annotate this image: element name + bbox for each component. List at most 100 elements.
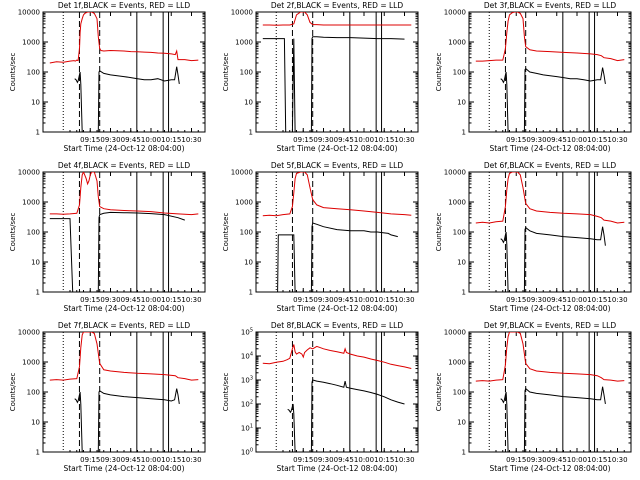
y-tick-label: 1 [36, 449, 40, 457]
y-tick-label: 100 [27, 69, 40, 77]
x-tick-label: 10:00 [141, 296, 161, 304]
y-tick-label: 100 [240, 69, 253, 77]
y-tick-label: 100 [27, 229, 40, 237]
x-tick-label: 09:15 [506, 456, 526, 464]
x-tick-label: 10:00 [354, 136, 374, 144]
series-line-lld [262, 172, 412, 217]
y-tick-label: 10000 [444, 169, 466, 177]
y-tick-label: 1000 [448, 359, 466, 367]
x-tick-label: 09:45 [121, 456, 141, 464]
x-tick-label: 09:30 [100, 136, 120, 144]
y-tick-label: 100 [453, 389, 466, 397]
series-line-lld [475, 12, 625, 62]
x-axis-label: Start Time (24-Oct-12 08:04:00) [489, 304, 610, 313]
x-tick-label: 09:15 [293, 296, 313, 304]
y-axis-label: Counts/sec [9, 53, 17, 92]
chart-title: Det 2f,BLACK = Events, RED = LLD [271, 1, 404, 10]
x-axis-label: Start Time (24-Oct-12 08:04:00) [276, 144, 397, 153]
x-tick-label: 10:00 [354, 296, 374, 304]
x-tick-label: 10:15 [374, 136, 394, 144]
y-tick-label: 10 [31, 259, 40, 267]
series-line-lld [262, 344, 412, 369]
y-tick-label: 100 [240, 229, 253, 237]
x-tick-label: 09:45 [547, 296, 567, 304]
series-line-lld [49, 172, 199, 216]
x-tick-label: 10:15 [161, 136, 181, 144]
y-tick-label: 103 [241, 376, 253, 385]
series-line-lld [475, 332, 625, 382]
y-tick-label: 10 [244, 99, 253, 107]
x-tick-label: 10:30 [394, 296, 414, 304]
y-tick-label: 105 [241, 328, 253, 337]
series-line-events [500, 386, 606, 452]
y-tick-exponent: 0 [250, 448, 253, 454]
x-tick-label: 10:30 [394, 136, 414, 144]
y-tick-exponent: 3 [250, 376, 253, 382]
x-tick-label: 09:30 [526, 136, 546, 144]
chart-title: Det 9f,BLACK = Events, RED = LLD [484, 321, 617, 330]
x-tick-label: 10:15 [587, 296, 607, 304]
y-tick-label: 1 [462, 129, 466, 137]
x-axis-label: Start Time (24-Oct-12 08:04:00) [63, 304, 184, 313]
series-line-events [262, 36, 405, 132]
x-tick-label: 09:30 [100, 456, 120, 464]
y-tick-label: 1000 [448, 199, 466, 207]
series-line-events [500, 67, 606, 132]
y-tick-label: 104 [241, 352, 253, 361]
y-tick-label: 10000 [18, 329, 40, 337]
series-line-events [74, 388, 180, 452]
y-tick-label: 1000 [22, 39, 40, 47]
chart-title: Det 3f,BLACK = Events, RED = LLD [484, 1, 617, 10]
chart-panel-1: Det 1f,BLACK = Events, RED = LLD 09:15 09:… [9, 1, 206, 153]
y-tick-label: 1 [249, 289, 253, 297]
y-tick-label: 10000 [231, 9, 253, 17]
x-tick-label: 09:30 [313, 456, 333, 464]
x-tick-label: 09:30 [526, 296, 546, 304]
x-axis-label: Start Time (24-Oct-12 08:04:00) [63, 144, 184, 153]
x-tick-label: 10:00 [141, 456, 161, 464]
chart-title: Det 7f,BLACK = Events, RED = LLD [58, 321, 191, 330]
y-tick-label: 1 [249, 129, 253, 137]
y-tick-label: 1000 [235, 39, 253, 47]
x-tick-label: 10:00 [567, 296, 587, 304]
y-tick-exponent: 5 [250, 328, 253, 334]
x-axis-label: Start Time (24-Oct-12 08:04:00) [276, 464, 397, 473]
x-tick-label: 10:15 [587, 136, 607, 144]
y-tick-label: 1 [462, 449, 466, 457]
y-tick-label: 1 [462, 289, 466, 297]
chart-panel-9: Det 9f,BLACK = Events, RED = LLD 09:15 09:… [435, 321, 632, 473]
x-tick-label: 09:45 [547, 456, 567, 464]
y-axis-label: Counts/sec [222, 213, 230, 252]
x-tick-label: 09:15 [80, 136, 100, 144]
y-tick-label: 10 [457, 259, 466, 267]
x-tick-label: 10:15 [161, 456, 181, 464]
x-axis-label: Start Time (24-Oct-12 08:04:00) [489, 144, 610, 153]
x-tick-label: 10:30 [181, 456, 201, 464]
y-tick-label: 1000 [22, 359, 40, 367]
y-tick-exponent: 4 [250, 352, 253, 358]
x-tick-label: 09:30 [313, 136, 333, 144]
y-tick-label: 10 [457, 99, 466, 107]
x-tick-label: 09:45 [121, 296, 141, 304]
series-line-lld [49, 332, 199, 381]
y-tick-label: 10000 [18, 9, 40, 17]
x-tick-label: 09:30 [313, 296, 333, 304]
y-axis-label: Counts/sec [9, 373, 17, 412]
x-tick-label: 10:30 [607, 456, 627, 464]
y-tick-label: 100 [241, 448, 253, 457]
x-tick-label: 10:30 [607, 136, 627, 144]
x-tick-label: 10:15 [374, 456, 394, 464]
y-tick-label: 10000 [231, 169, 253, 177]
y-tick-label: 1 [36, 289, 40, 297]
y-tick-label: 101 [241, 424, 253, 433]
x-tick-label: 09:15 [80, 296, 100, 304]
chart-title: Det 1f,BLACK = Events, RED = LLD [58, 1, 191, 10]
x-tick-label: 09:30 [100, 296, 120, 304]
y-axis-label: Counts/sec [435, 53, 443, 92]
y-tick-label: 1000 [235, 199, 253, 207]
